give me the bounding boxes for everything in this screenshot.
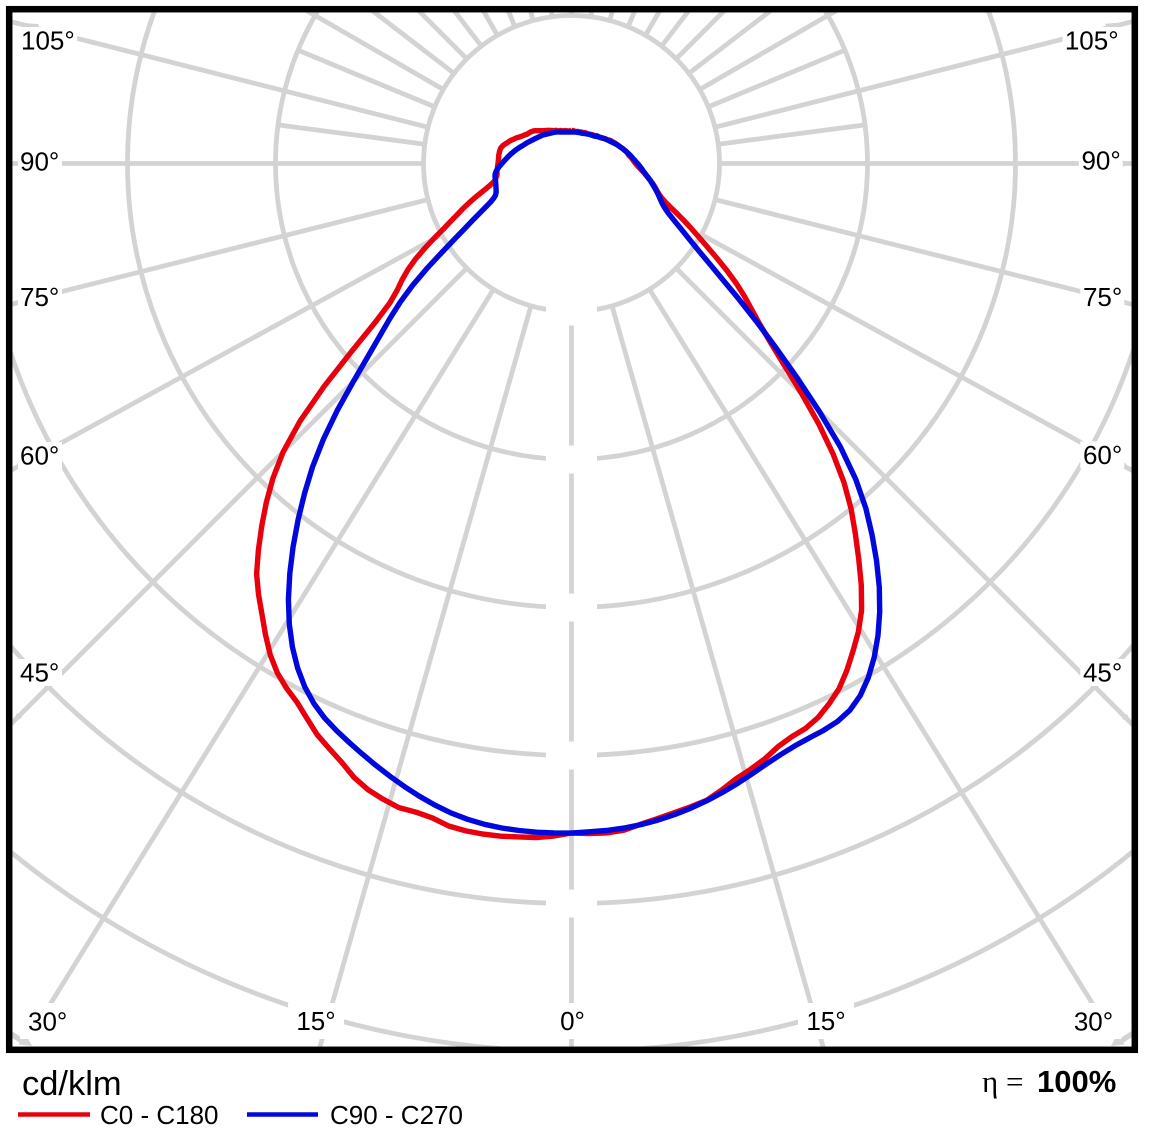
svg-text:30°: 30° [28, 1007, 67, 1037]
svg-text:0°: 0° [560, 1006, 585, 1036]
svg-text:60°: 60° [20, 441, 59, 471]
svg-text:105°: 105° [1065, 26, 1119, 56]
svg-text:90°: 90° [1081, 146, 1120, 176]
svg-text:90°: 90° [20, 147, 59, 177]
svg-text:η =: η = [982, 1064, 1023, 1099]
svg-text:45°: 45° [1083, 658, 1122, 688]
svg-text:C0 - C180: C0 - C180 [100, 1100, 219, 1130]
svg-text:75°: 75° [20, 282, 59, 312]
svg-text:105°: 105° [21, 26, 75, 56]
svg-text:45°: 45° [20, 658, 59, 688]
svg-text:15°: 15° [296, 1006, 335, 1036]
svg-text:C90 - C270: C90 - C270 [330, 1100, 463, 1130]
svg-text:60°: 60° [1083, 440, 1122, 470]
svg-text:15°: 15° [806, 1006, 845, 1036]
svg-text:30°: 30° [1074, 1007, 1113, 1037]
svg-text:cd/klm: cd/klm [22, 1065, 122, 1103]
svg-text:100%: 100% [1037, 1064, 1116, 1099]
svg-text:75°: 75° [1083, 282, 1122, 312]
